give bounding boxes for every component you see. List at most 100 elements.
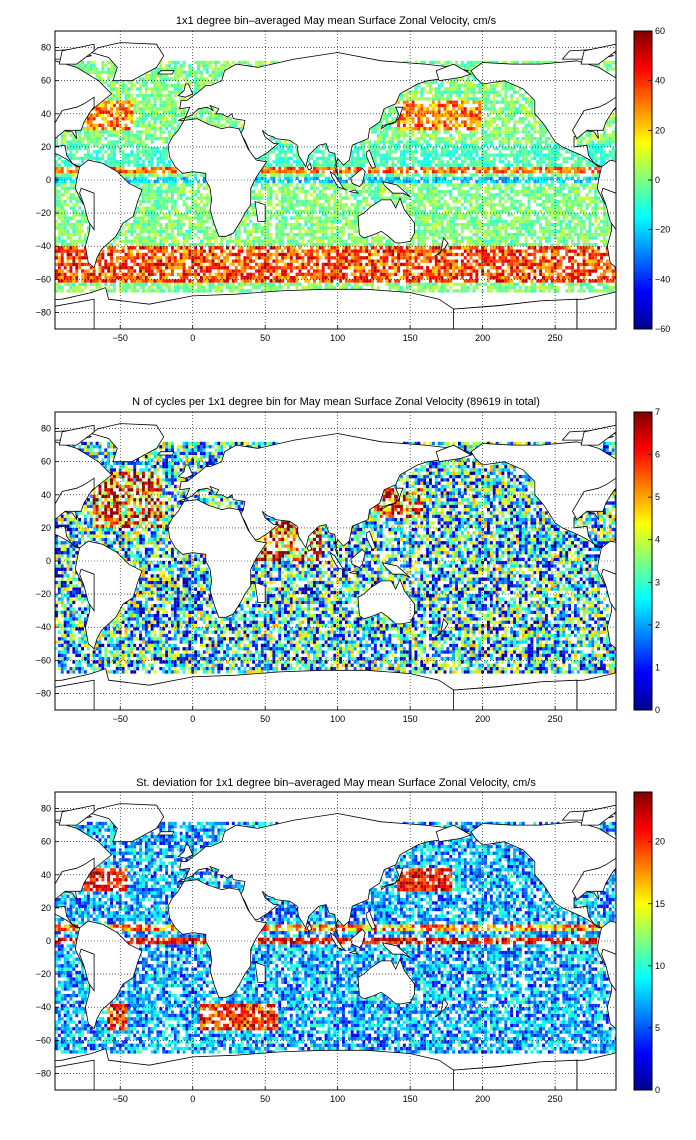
data-cell (60, 140, 64, 144)
data-cell (110, 153, 113, 157)
data-cell (278, 209, 282, 214)
data-cell (81, 276, 84, 280)
data-cell (257, 180, 261, 184)
data-cell (269, 262, 273, 267)
data-cell (75, 170, 79, 174)
data-cell (333, 256, 337, 260)
data-cell (455, 146, 458, 151)
data-cell (310, 223, 314, 227)
data-cell (220, 282, 224, 286)
data-cell (168, 223, 171, 227)
data-cell (434, 150, 438, 154)
data-cell (156, 285, 160, 290)
data-cell (255, 229, 258, 233)
data-cell (295, 226, 299, 230)
data-cell (394, 285, 398, 290)
data-cell (127, 130, 131, 134)
data-cell (388, 239, 392, 243)
data-cell (463, 176, 467, 180)
data-cell (147, 196, 151, 200)
data-cell (69, 193, 73, 197)
data-cell (344, 203, 348, 207)
data-cell (321, 186, 325, 190)
data-cell (78, 206, 82, 210)
data-cell (150, 226, 154, 230)
data-cell (63, 163, 67, 167)
data-cell (170, 97, 174, 101)
data-cell (434, 87, 438, 91)
data-cell (130, 113, 134, 118)
data-cell (452, 170, 456, 174)
data-cell (350, 252, 354, 257)
data-cell (57, 183, 61, 187)
data-cell (437, 156, 441, 161)
data-cell (457, 232, 461, 237)
data-cell (452, 87, 456, 91)
data-cell (315, 252, 319, 257)
data-cell (252, 213, 256, 217)
data-cell (60, 276, 64, 280)
data-cell (443, 110, 447, 114)
data-cell (69, 272, 73, 277)
data-cell (455, 80, 458, 84)
data-cell (133, 163, 137, 167)
data-cell (446, 203, 450, 207)
data-cell (457, 246, 461, 250)
data-cell (339, 229, 343, 233)
data-cell (162, 199, 166, 204)
data-cell (118, 160, 122, 164)
data-cell (92, 64, 96, 68)
data-cell (60, 186, 64, 190)
data-cell (385, 180, 389, 184)
data-cell (147, 77, 151, 81)
data-cell (188, 246, 192, 250)
data-cell (272, 276, 276, 280)
data-cell (336, 282, 340, 286)
data-cell (211, 249, 215, 253)
data-cell (284, 186, 287, 190)
data-cell (118, 127, 122, 131)
data-cell (249, 206, 253, 210)
data-cell (440, 120, 444, 124)
data-cell (124, 130, 128, 134)
data-cell (350, 173, 354, 177)
data-cell (168, 93, 171, 98)
data-cell (443, 199, 447, 204)
data-cell (318, 216, 322, 220)
data-cell (437, 60, 441, 65)
data-cell (391, 285, 395, 290)
data-cell (452, 219, 456, 224)
data-cell (57, 189, 61, 194)
data-cell (165, 123, 169, 128)
data-cell (289, 229, 293, 233)
data-cell (284, 256, 287, 260)
data-cell (153, 173, 157, 177)
data-cell (460, 189, 464, 194)
data-cell (182, 213, 186, 217)
data-cell (57, 203, 61, 207)
data-cell (144, 117, 148, 121)
data-cell (127, 156, 131, 161)
data-cell (304, 272, 308, 277)
data-cell (292, 196, 296, 200)
data-cell (217, 282, 221, 286)
data-cell (83, 216, 87, 220)
data-cell (385, 196, 389, 200)
data-cell (156, 67, 160, 71)
data-cell (298, 262, 302, 267)
data-cell (208, 252, 212, 257)
data-cell (231, 120, 235, 124)
data-cell (144, 289, 148, 293)
data-cell (89, 153, 93, 157)
data-cell (185, 239, 189, 243)
data-cell (368, 282, 372, 286)
data-cell (376, 239, 380, 243)
data-cell (310, 219, 314, 224)
data-cell (237, 60, 241, 65)
data-cell (194, 77, 198, 81)
data-cell (150, 266, 154, 270)
data-cell (286, 239, 290, 243)
data-cell (83, 67, 87, 71)
data-cell (173, 285, 177, 290)
data-cell (139, 93, 142, 98)
